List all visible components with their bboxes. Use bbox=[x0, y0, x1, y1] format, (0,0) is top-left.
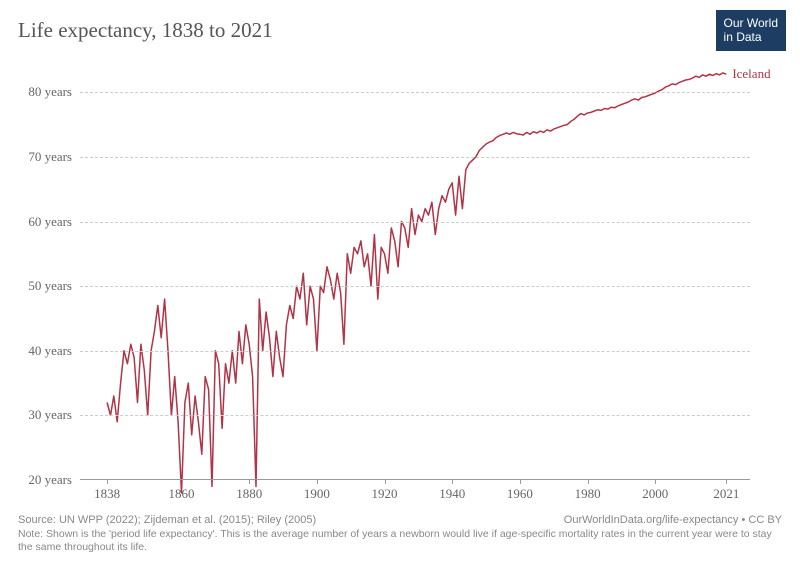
x-tick bbox=[655, 480, 656, 484]
gridline bbox=[80, 222, 750, 223]
owid-logo[interactable]: Our World in Data bbox=[716, 10, 786, 51]
y-axis-label: 80 years bbox=[28, 84, 72, 100]
y-axis-label: 40 years bbox=[28, 343, 72, 359]
footer-row: Source: UN WPP (2022); Zijdeman et al. (… bbox=[18, 514, 782, 526]
y-axis-label: 70 years bbox=[28, 149, 72, 165]
gridline bbox=[80, 92, 750, 93]
x-axis-label: 1940 bbox=[439, 486, 465, 502]
y-axis-label: 60 years bbox=[28, 214, 72, 230]
chart-title: Life expectancy, 1838 to 2021 bbox=[18, 18, 273, 43]
x-tick bbox=[588, 480, 589, 484]
gridline bbox=[80, 286, 750, 287]
x-axis-label: 1900 bbox=[304, 486, 330, 502]
plot-area: 20 years30 years40 years50 years60 years… bbox=[80, 60, 750, 480]
x-tick bbox=[520, 480, 521, 484]
x-tick bbox=[452, 480, 453, 484]
footer-note: Note: Shown is the 'period life expectan… bbox=[18, 528, 782, 555]
x-axis-label: 1960 bbox=[507, 486, 533, 502]
x-tick bbox=[385, 480, 386, 484]
x-tick bbox=[107, 480, 108, 484]
footer-link[interactable]: OurWorldInData.org/life-expectancy • CC … bbox=[564, 514, 782, 526]
y-axis-label: 50 years bbox=[28, 278, 72, 294]
y-axis-label: 30 years bbox=[28, 407, 72, 423]
x-tick bbox=[317, 480, 318, 484]
footer-source: Source: UN WPP (2022); Zijdeman et al. (… bbox=[18, 514, 316, 526]
chart-container: Life expectancy, 1838 to 2021 Our World … bbox=[0, 0, 800, 565]
x-tick bbox=[249, 480, 250, 484]
x-tick bbox=[726, 480, 727, 484]
x-axis-label: 1838 bbox=[94, 486, 120, 502]
logo-line2: in Data bbox=[724, 30, 778, 44]
y-axis-label: 20 years bbox=[28, 472, 72, 488]
x-axis-label: 1880 bbox=[236, 486, 262, 502]
x-tick bbox=[182, 480, 183, 484]
x-axis-label: 2000 bbox=[642, 486, 668, 502]
gridline bbox=[80, 415, 750, 416]
series-line-iceland[interactable] bbox=[107, 73, 726, 493]
x-axis-label: 2021 bbox=[713, 486, 739, 502]
x-axis-label: 1980 bbox=[575, 486, 601, 502]
x-axis-label: 1920 bbox=[372, 486, 398, 502]
logo-line1: Our World bbox=[724, 16, 778, 30]
footer: Source: UN WPP (2022); Zijdeman et al. (… bbox=[18, 514, 782, 555]
gridline bbox=[80, 351, 750, 352]
line-chart-svg bbox=[80, 60, 750, 480]
x-axis-label: 1860 bbox=[169, 486, 195, 502]
x-axis-line bbox=[80, 479, 750, 480]
series-label-iceland[interactable]: Iceland bbox=[732, 66, 770, 82]
gridline bbox=[80, 157, 750, 158]
